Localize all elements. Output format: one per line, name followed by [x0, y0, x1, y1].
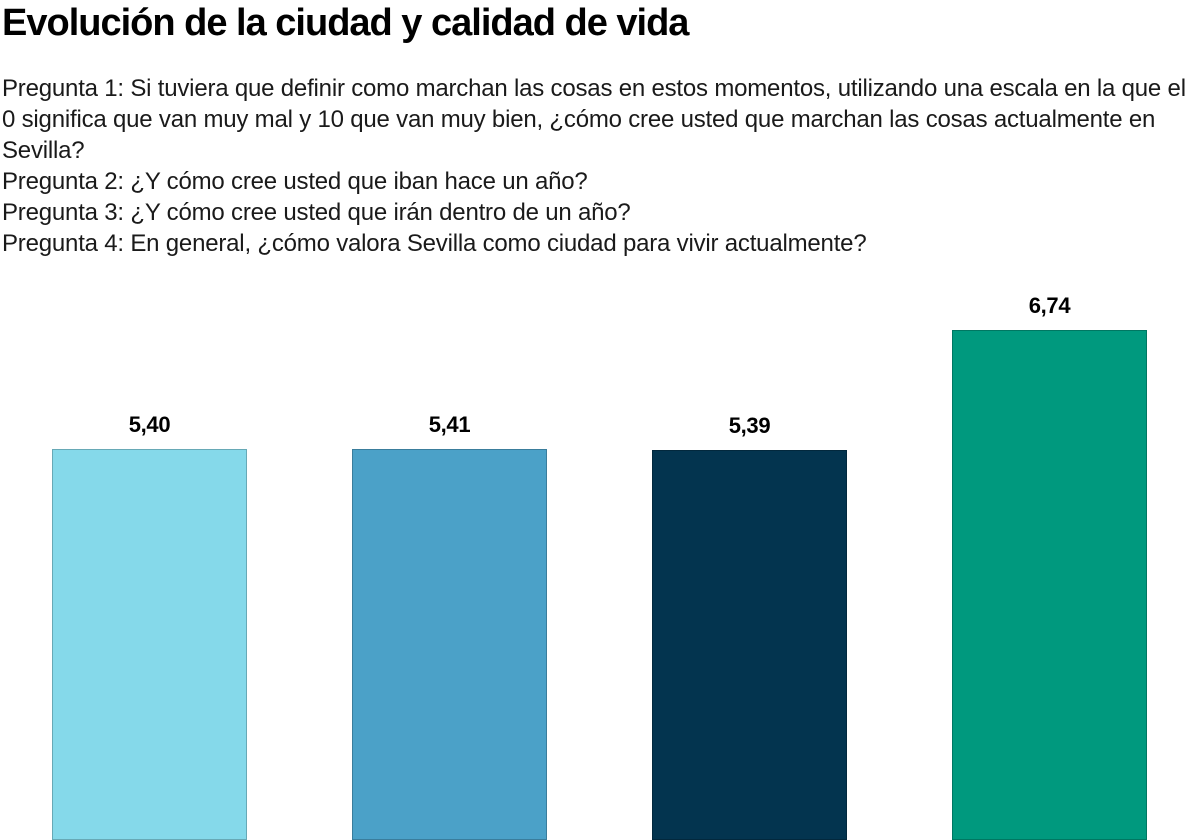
bar-pregunta-3: [652, 450, 847, 840]
question-text-1: Pregunta 1: Si tuviera que definir como …: [2, 75, 1186, 164]
question-text-3: Pregunta 3: ¿Y cómo cree usted que irán …: [2, 199, 631, 226]
bar-pregunta-4: [952, 330, 1147, 840]
bar-value-label: 5,41: [428, 412, 471, 437]
bar-value-label: 5,40: [128, 412, 171, 437]
chart-title: Evolución de la ciudad y calidad de vida: [2, 2, 689, 44]
chart-questions-block: Pregunta 1: Si tuviera que definir como …: [2, 73, 1187, 259]
bar-pregunta-2: [352, 449, 547, 840]
bar-value-label: 5,39: [728, 413, 771, 438]
question-text-4: Pregunta 4: En general, ¿cómo valora Sev…: [2, 230, 867, 257]
bar-pregunta-1: [52, 449, 247, 840]
bar-value-label: 6,74: [1028, 293, 1071, 318]
question-text-2: Pregunta 2: ¿Y cómo cree usted que iban …: [2, 168, 588, 195]
